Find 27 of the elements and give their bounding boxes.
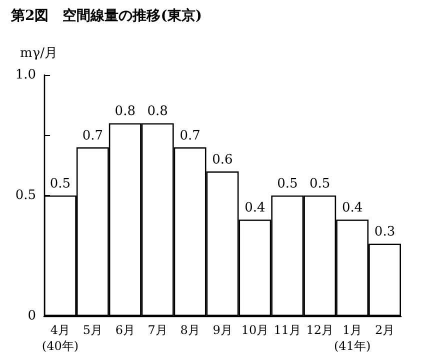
x-tick-label: 8月 [180, 323, 200, 337]
data-label: 0.5 [50, 176, 71, 192]
x-tick-label: 12月 [306, 323, 334, 337]
data-label: 0.5 [310, 176, 330, 192]
y-tick-label: 0.5 [15, 188, 36, 203]
y-axis-title: mγ/月 [20, 46, 58, 61]
data-label: 0.8 [147, 104, 168, 120]
x-tick-label: 11月 [274, 323, 302, 337]
x-tick-label: 4月 (40年) [42, 323, 79, 353]
data-label: 0.3 [374, 224, 396, 240]
data-label: 0.7 [180, 128, 200, 144]
y-tick-label: 1.0 [15, 68, 36, 82]
x-tick-label: 6月 [115, 323, 135, 337]
chart-title: 第2図 空間線量の推移(東京) [10, 7, 202, 24]
x-tick-label: 9月 [212, 323, 232, 337]
data-label: 0.5 [277, 176, 298, 192]
x-tick-label: 7月 [148, 323, 168, 337]
data-label: 0.8 [114, 104, 136, 120]
data-label: 0.4 [342, 200, 363, 216]
x-tick-label: 2月 [374, 323, 395, 337]
data-label: 0.7 [82, 128, 104, 144]
x-tick-label: 5月 [82, 323, 102, 337]
y-tick-label: 0 [28, 308, 36, 324]
data-label: 0.6 [212, 152, 233, 168]
data-label: 0.4 [244, 200, 266, 216]
x-tick-label: 10月 [241, 323, 269, 337]
x-tick-label: 1月 (41年) [334, 323, 371, 353]
